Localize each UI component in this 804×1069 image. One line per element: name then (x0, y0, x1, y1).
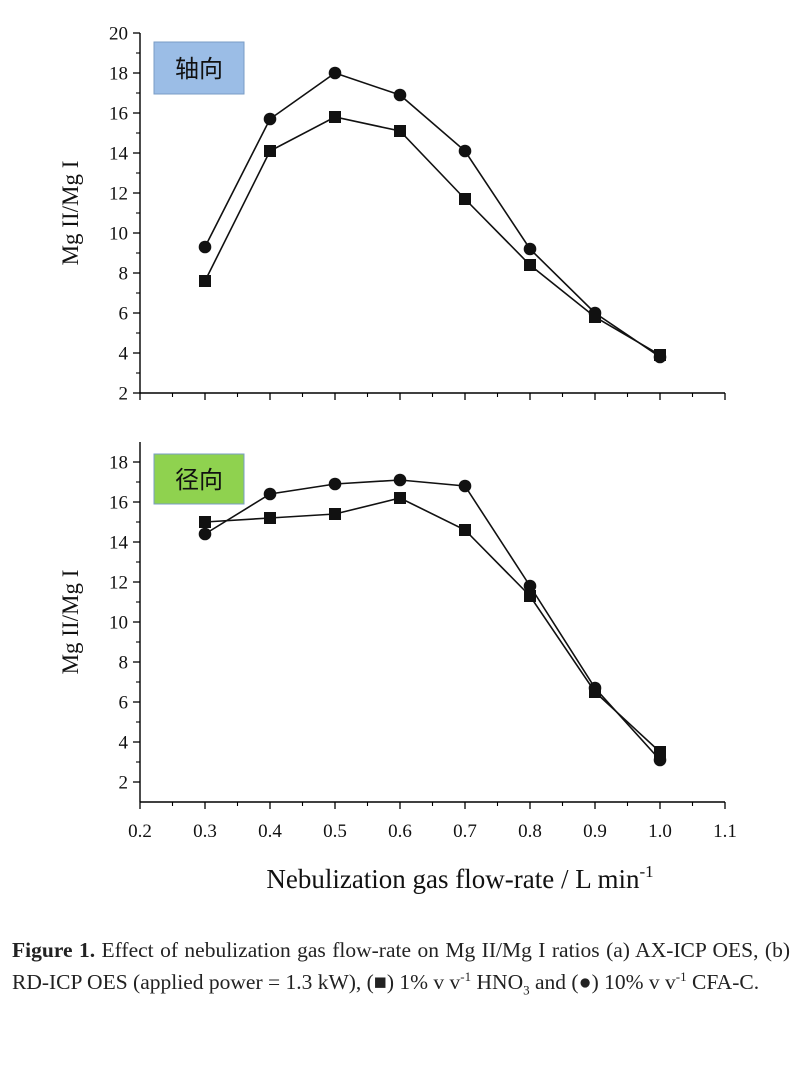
y-tick-label: 18 (109, 453, 128, 474)
square-data-point (264, 512, 276, 524)
circle-data-point (328, 477, 342, 491)
caption-text-3: HNO (471, 970, 524, 995)
caption-sup-1: -1 (460, 969, 472, 985)
square-data-point (654, 746, 666, 758)
circle-data-point (263, 487, 277, 501)
square-data-point (329, 111, 341, 123)
series-line-square (204, 497, 661, 753)
circle-data-point (393, 473, 407, 487)
circle-data-point (458, 479, 472, 493)
square-data-point (199, 516, 211, 528)
panel-axial: 2 4 6 8 10 12 14 16 18 20 Mg II/Mg I 轴向 (58, 24, 726, 405)
circle-data-point (523, 242, 537, 256)
y-tick-label: 4 (119, 344, 129, 365)
series-line-circle (204, 479, 661, 761)
x-tick-label: 1.0 (648, 821, 672, 842)
panel-tag-box (153, 453, 245, 505)
x-tick-label: 0.4 (258, 821, 282, 842)
y-tick-label: 14 (109, 533, 129, 554)
circle-data-point (393, 88, 407, 102)
series-line-circle (204, 72, 661, 358)
caption-text-1: Effect of nebulization gas flow-rate on … (12, 938, 790, 995)
square-data-point (199, 275, 211, 287)
y-axis-label: Mg II/Mg I (58, 570, 83, 675)
y-tick-label: 14 (109, 144, 129, 165)
circle-data-point (263, 112, 277, 126)
x-tick-label: 1.1 (713, 821, 737, 842)
x-axis-label: Nebulization gas flow-rate / L min-1 (266, 862, 653, 894)
y-tick-label: 16 (109, 493, 128, 514)
y-tick-label: 12 (109, 573, 128, 594)
x-axis-label-main: Nebulization gas flow-rate / L min (266, 864, 640, 894)
y-tick-label: 4 (119, 733, 129, 754)
caption-text-4: and ( (529, 970, 579, 995)
square-data-point (524, 259, 536, 271)
y-tick-label: 12 (109, 184, 128, 205)
circle-data-point (198, 240, 212, 254)
square-data-point (589, 686, 601, 698)
y-tick-label: 8 (119, 653, 129, 674)
y-tick-label: 10 (109, 224, 128, 245)
circle-data-point (198, 527, 212, 541)
circle-marker-icon: ● (578, 970, 592, 995)
square-data-point (524, 590, 536, 602)
panel-tag-box (153, 41, 245, 95)
x-axis-label-sup: -1 (639, 862, 653, 881)
square-marker-icon: ■ (373, 970, 387, 995)
caption-sup-2: -1 (675, 969, 687, 985)
y-tick-label: 6 (119, 693, 129, 714)
y-tick-label: 20 (109, 24, 128, 45)
circle-data-point (328, 66, 342, 80)
figure-canvas: 2 4 6 8 10 12 14 16 18 20 Mg II/Mg I 轴向 2 4 6 8 10 12 14 1… (58, 24, 737, 895)
caption-label: Figure 1. (12, 938, 96, 962)
panel-tag-label: 轴向 (175, 55, 223, 83)
square-data-point (459, 193, 471, 205)
y-tick-label: 2 (119, 384, 129, 405)
caption-sub-3: 3 (523, 982, 530, 998)
y-tick-label: 18 (109, 64, 128, 85)
x-tick-label: 0.2 (128, 821, 152, 842)
x-tick-label: 0.3 (193, 821, 217, 842)
caption-text-2: ) 1% v v (386, 970, 461, 995)
circle-data-point (523, 579, 537, 593)
x-tick-label: 0.8 (518, 821, 542, 842)
figure-caption: Figure 1. Effect of nebulization gas flo… (12, 934, 790, 1000)
caption-text-5: ) 10% v v (591, 970, 676, 995)
panel-tag-label: 径向 (175, 466, 223, 494)
y-tick-label: 8 (119, 264, 129, 285)
square-data-point (394, 492, 406, 504)
square-data-point (329, 508, 341, 520)
square-data-point (394, 125, 406, 137)
square-data-point (589, 311, 601, 323)
series-line-square (204, 116, 661, 356)
x-tick-label: 0.5 (323, 821, 347, 842)
y-tick-label: 16 (109, 104, 128, 125)
panel-radial: 2 4 6 8 10 12 14 16 18 0.2 0.3 0.4 0.5 0.6 0.7 0.8 0.9 1.… (58, 442, 737, 842)
y-tick-label: 2 (119, 773, 129, 794)
square-data-point (459, 524, 471, 536)
x-tick-label: 0.9 (583, 821, 607, 842)
y-axis-label: Mg II/Mg I (58, 161, 83, 266)
caption-text-6: CFA-C. (686, 970, 760, 995)
y-tick-label: 10 (109, 613, 128, 634)
square-data-point (264, 145, 276, 157)
square-data-point (654, 349, 666, 361)
y-tick-label: 6 (119, 304, 129, 325)
circle-data-point (458, 144, 472, 158)
x-tick-label: 0.7 (453, 821, 477, 842)
x-tick-label: 0.6 (388, 821, 412, 842)
